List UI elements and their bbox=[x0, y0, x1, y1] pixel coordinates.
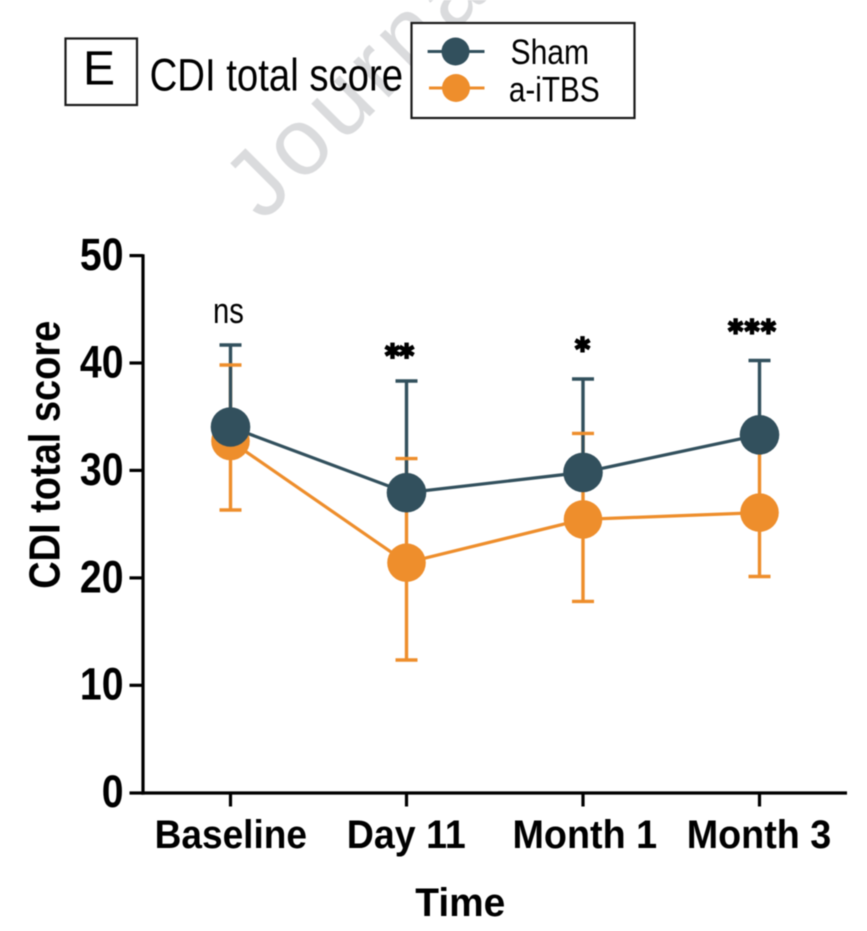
svg-text:50: 50 bbox=[80, 229, 124, 280]
svg-text:20: 20 bbox=[80, 551, 124, 602]
svg-text:30: 30 bbox=[80, 444, 124, 495]
svg-text:Month 3: Month 3 bbox=[687, 813, 832, 857]
svg-text:Sham: Sham bbox=[511, 33, 590, 72]
svg-text:CDI total score: CDI total score bbox=[150, 50, 404, 101]
svg-text:a-iTBS: a-iTBS bbox=[509, 71, 600, 110]
svg-text:Day 11: Day 11 bbox=[347, 813, 466, 857]
svg-text:CDI total score: CDI total score bbox=[21, 321, 70, 589]
svg-text:Time: Time bbox=[415, 881, 505, 925]
svg-text:0: 0 bbox=[102, 766, 124, 817]
svg-text:10: 10 bbox=[80, 659, 124, 710]
svg-text:40: 40 bbox=[80, 336, 124, 387]
svg-text:E: E bbox=[83, 43, 115, 96]
svg-text:ns: ns bbox=[213, 290, 244, 331]
svg-text:Month 1: Month 1 bbox=[513, 813, 658, 857]
svg-text:Baseline: Baseline bbox=[155, 813, 307, 857]
